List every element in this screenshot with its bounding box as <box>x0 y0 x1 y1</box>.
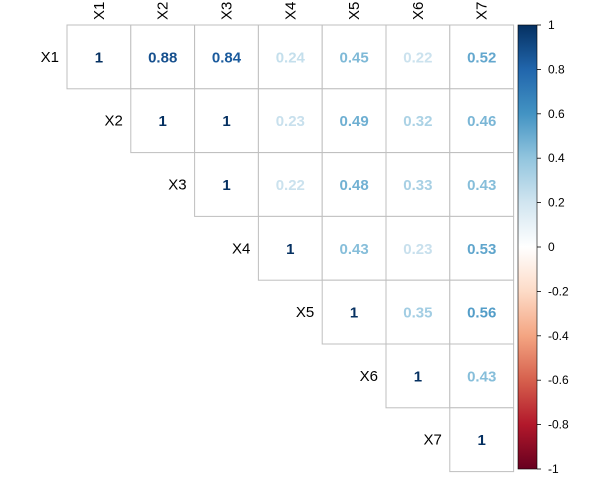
colorbar-tick-label: -0.2 <box>548 284 569 298</box>
matrix-cell-X2-X2 <box>130 88 196 154</box>
cell-value-X6-X7: 0.43 <box>467 368 496 385</box>
cell-value-X1-X1: 1 <box>95 49 103 66</box>
matrix-cell-X2-X7 <box>449 88 515 154</box>
row-label-X6: X6 <box>360 368 378 385</box>
colorbar-gradient <box>517 24 538 470</box>
column-labels: X1 X2 X3 X4 X5 X6 X7 <box>91 2 491 20</box>
cell-value-X5-X5: 1 <box>350 305 358 322</box>
cell-value-X1-X5: 0.45 <box>339 49 368 66</box>
matrix-cell-X6-X7 <box>449 343 515 409</box>
column-label-X7: X7 <box>474 2 491 20</box>
cell-value-X1-X3: 0.84 <box>212 49 242 66</box>
column-label-X5: X5 <box>346 2 363 20</box>
colorbar-tick-label: -0.8 <box>548 418 569 432</box>
colorbar-tick-label: 0.4 <box>548 151 565 165</box>
cell-value-X2-X6: 0.32 <box>403 113 432 130</box>
color-legend: 1 0.8 0.6 0.4 0.2 0 -0.2 -0.4 -0.6 -0.8 -1 <box>517 18 569 476</box>
colorbar-tick-label: -0.4 <box>548 329 569 343</box>
column-label-X1: X1 <box>91 2 108 20</box>
matrix-cell-X1-X5 <box>321 24 387 90</box>
cell-value-X2-X5: 0.49 <box>339 113 368 130</box>
cell-value-X3-X3: 1 <box>222 177 230 194</box>
column-label-X3: X3 <box>219 2 236 20</box>
row-label-X1: X1 <box>41 49 59 66</box>
cell-value-X2-X4: 0.23 <box>276 113 305 130</box>
matrix-cell-X4-X6 <box>385 215 451 281</box>
colorbar-tick-label: -1 <box>548 462 559 476</box>
row-label-X4: X4 <box>232 240 250 257</box>
cell-value-X5-X7: 0.56 <box>467 305 496 322</box>
matrix-cell-X1-X7 <box>449 24 515 90</box>
matrix-cell-X3-X3 <box>194 152 259 217</box>
cell-value-X2-X7: 0.46 <box>467 113 496 130</box>
matrix-cell-X5-X6 <box>385 279 451 345</box>
matrix-cell-X5-X5 <box>321 279 387 345</box>
matrix-cell-X3-X7 <box>449 152 515 217</box>
cell-value-X2-X3: 1 <box>222 113 230 130</box>
column-label-X4: X4 <box>282 2 299 20</box>
cell-value-X6-X6: 1 <box>414 368 422 385</box>
colorbar-tick-label: 0.8 <box>548 62 565 76</box>
column-label-X2: X2 <box>155 2 172 20</box>
cell-value-X3-X6: 0.33 <box>403 177 432 194</box>
row-label-X7: X7 <box>423 432 441 449</box>
cell-value-X1-X7: 0.52 <box>467 49 496 66</box>
matrix-cell-X2-X6 <box>385 88 451 154</box>
matrix-cell-X4-X7 <box>449 215 515 281</box>
matrix-cells: 1 0.88 0.84 0.24 0.45 0.22 0.52 1 1 0.23 0.49 0.32 0… <box>66 24 515 473</box>
matrix-cell-X3-X5 <box>321 152 387 217</box>
cell-value-X3-X7: 0.43 <box>467 177 496 194</box>
cell-value-X4-X7: 0.53 <box>467 241 496 258</box>
matrix-cell-X2-X5 <box>321 88 387 154</box>
cell-value-X5-X6: 0.35 <box>403 305 432 322</box>
matrix-cell-X3-X6 <box>385 152 451 217</box>
matrix-cell-X5-X7 <box>449 279 515 345</box>
matrix-cell-X7-X7 <box>449 407 515 473</box>
colorbar-tick-label: 1 <box>548 18 555 32</box>
cell-value-X1-X2: 0.88 <box>148 49 177 66</box>
cell-value-X1-X6: 0.22 <box>403 49 432 66</box>
matrix-cell-X4-X4 <box>257 215 323 281</box>
cell-value-X3-X4: 0.22 <box>276 177 305 194</box>
matrix-cell-X1-X6 <box>385 24 451 90</box>
matrix-cell-X3-X4 <box>257 152 323 217</box>
row-label-X5: X5 <box>296 304 314 321</box>
matrix-cell-X2-X4 <box>257 88 323 154</box>
cell-value-X4-X4: 1 <box>286 241 294 258</box>
row-label-X2: X2 <box>104 113 122 130</box>
cell-value-X4-X5: 0.43 <box>339 241 368 258</box>
row-label-X3: X3 <box>168 177 186 194</box>
matrix-cell-X1-X1 <box>66 24 132 90</box>
matrix-cell-X4-X5 <box>321 215 387 281</box>
colorbar-tick-label: -0.6 <box>548 373 569 387</box>
cell-value-X2-X2: 1 <box>159 113 167 130</box>
cell-value-X1-X4: 0.24 <box>276 49 306 66</box>
colorbar-tick-label: 0 <box>548 240 555 254</box>
cell-value-X7-X7: 1 <box>478 432 486 449</box>
colorbar-tick-label: 0.2 <box>548 196 565 210</box>
cell-value-X4-X6: 0.23 <box>403 241 432 258</box>
row-labels: X1 X2 X3 X4 X5 X6 X7 <box>41 49 442 449</box>
column-label-X6: X6 <box>410 2 427 20</box>
cell-value-X3-X5: 0.48 <box>339 177 368 194</box>
colorbar-tick-label: 0.6 <box>548 107 565 121</box>
